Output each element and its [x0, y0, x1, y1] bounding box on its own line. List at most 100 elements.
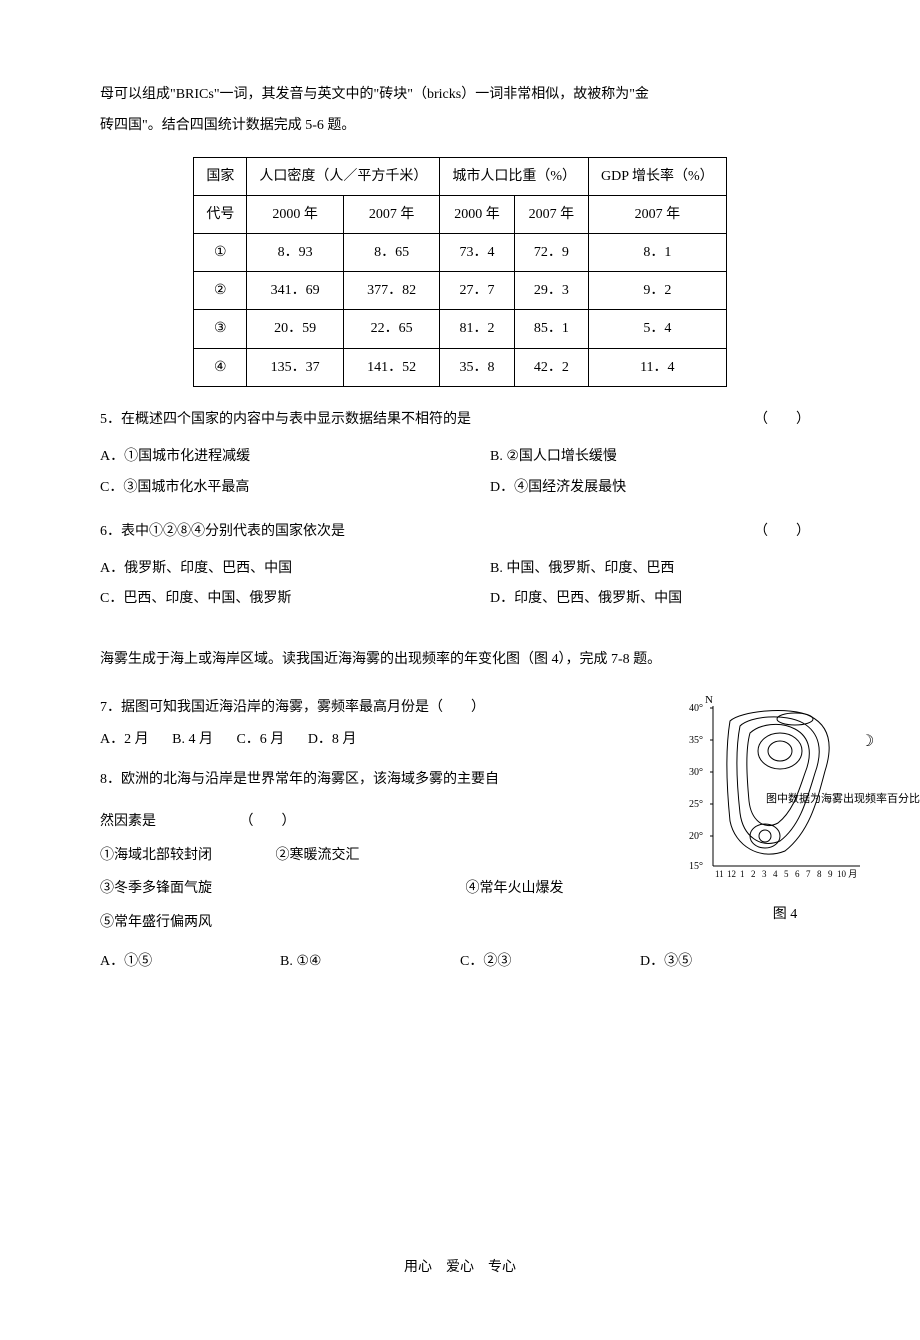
q6-paren: （ ） — [754, 519, 810, 544]
q8-item3: ③冬季多锋面气旋 — [100, 872, 212, 906]
q8-options: A．①⑤ B. ①④ C．②③ D．③⑤ — [100, 949, 820, 974]
intro-line2: 砖四国"。结合四国统计数据完成 5-6 题。 — [100, 118, 355, 133]
svg-text:2: 2 — [751, 869, 756, 879]
cell-code: ③ — [194, 310, 247, 348]
svg-text:4: 4 — [773, 869, 778, 879]
moon-icon: ☽ — [860, 733, 874, 750]
q8-item1: ①海域北部较封闭 — [100, 839, 212, 873]
q5-opt-d: D．④国经济发展最快 — [460, 473, 820, 504]
cell: 27．7 — [440, 272, 514, 310]
q7-opt-c: C．6 月 — [236, 725, 284, 756]
th-u2000: 2000 年 — [440, 195, 514, 233]
svg-text:7: 7 — [806, 869, 811, 879]
q8-paren: （ ） — [240, 814, 296, 829]
q8-opt-a: A．①⑤ — [100, 949, 280, 974]
svg-text:30°: 30° — [689, 767, 703, 778]
th-density: 人口密度（人／平方千米） — [247, 157, 440, 195]
figure-note: 图中数据为海雾出现频率百分比 — [766, 791, 920, 808]
q8-text2: 然因素是 — [100, 814, 156, 829]
cell: 8．65 — [343, 233, 440, 271]
cell: 72．9 — [514, 233, 588, 271]
cell: 11．4 — [589, 348, 727, 386]
svg-text:6: 6 — [795, 869, 800, 879]
cell: 141．52 — [343, 348, 440, 386]
th-d2007: 2007 年 — [343, 195, 440, 233]
q7-text: 7．据图可知我国近海沿岸的海雾，雾频率最高月份是（ ） — [100, 700, 485, 715]
q8-opt-d: D．③⑤ — [640, 949, 820, 974]
q8-item2: ②寒暖流交汇 — [276, 839, 360, 873]
q8-item5: ⑤常年盛行偏两风 — [100, 906, 212, 940]
cell: 73．4 — [440, 233, 514, 271]
cell: 9．2 — [589, 272, 727, 310]
figure-caption: 图 4 — [680, 902, 890, 927]
intro-line1: 母可以组成"BRICs"一词，其发音与英文中的"砖块"（bricks）一词非常相… — [100, 87, 649, 102]
q6-opt-d: D．印度、巴西、俄罗斯、中国 — [460, 584, 820, 615]
svg-text:9: 9 — [828, 869, 833, 879]
svg-text:1: 1 — [740, 869, 745, 879]
svg-text:25°: 25° — [689, 799, 703, 810]
cell: 8．1 — [589, 233, 727, 271]
table-row: ① 8．93 8．65 73．4 72．9 8．1 — [194, 233, 726, 271]
q5-opt-c: C．③国城市化水平最高 — [100, 473, 460, 504]
q5-row: 5．在概述四个国家的内容中与表中显示数据结果不相符的是 （ ） — [100, 407, 820, 432]
q6-opt-a: A．俄罗斯、印度、巴西、中国 — [100, 554, 460, 585]
table-row: ④ 135．37 141．52 35．8 42．2 11．4 — [194, 348, 726, 386]
cell: 377．82 — [343, 272, 440, 310]
q7-opt-d: D．8 月 — [308, 725, 357, 756]
th-u2007: 2007 年 — [514, 195, 588, 233]
q8-item4: ④常年火山爆发 — [466, 872, 564, 906]
svg-text:8: 8 — [817, 869, 822, 879]
section2-text: 海雾生成于海上或海岸区域。读我国近海海雾的出现频率的年变化图（图 4），完成 7… — [100, 645, 820, 676]
svg-text:5: 5 — [784, 869, 789, 879]
svg-text:40°: 40° — [689, 703, 703, 714]
th-code2: 代号 — [194, 195, 247, 233]
q5-paren: （ ） — [754, 407, 810, 432]
cell: 29．3 — [514, 272, 588, 310]
cell: 135．37 — [247, 348, 344, 386]
cell: 22．65 — [343, 310, 440, 348]
th-g2007: 2007 年 — [589, 195, 727, 233]
q5-options: A．①国城市化进程减缓 B. ②国人口增长缓慢 C．③国城市化水平最高 D．④国… — [100, 442, 820, 504]
q5-opt-b: B. ②国人口增长缓慢 — [460, 442, 820, 473]
th-d2000: 2000 年 — [247, 195, 344, 233]
cell: 8．93 — [247, 233, 344, 271]
svg-text:35°: 35° — [689, 735, 703, 746]
q8-opt-c: C．②③ — [460, 949, 640, 974]
svg-text:3: 3 — [762, 869, 767, 879]
th-code: 国家 — [194, 157, 247, 195]
svg-text:15°: 15° — [689, 861, 703, 872]
q6-row: 6．表中①②⑧④分别代表的国家依次是 （ ） — [100, 519, 820, 544]
th-gdp: GDP 增长率（%） — [589, 157, 727, 195]
cell: 81．2 — [440, 310, 514, 348]
q5-text: 5．在概述四个国家的内容中与表中显示数据结果不相符的是 — [100, 407, 754, 432]
cell: 20．59 — [247, 310, 344, 348]
cell: 341．69 — [247, 272, 344, 310]
table-row: ② 341．69 377．82 27．7 29．3 9．2 — [194, 272, 726, 310]
q6-text: 6．表中①②⑧④分别代表的国家依次是 — [100, 519, 754, 544]
cell: 35．8 — [440, 348, 514, 386]
q8-opt-b: B. ①④ — [280, 949, 460, 974]
q7-opt-a: A．2 月 — [100, 725, 149, 756]
q7-q8-container: 7．据图可知我国近海沿岸的海雾，雾频率最高月份是（ ） A．2 月 B. 4 月… — [100, 691, 820, 939]
table-row: ③ 20．59 22．65 81．2 85．1 5．4 — [194, 310, 726, 348]
figure-4: N 40° 35° 30° 25° 20° 15° — [680, 691, 890, 927]
n-label: N — [705, 694, 713, 706]
cell-code: ① — [194, 233, 247, 271]
page-footer: 用心 爱心 专心 — [100, 1255, 820, 1280]
svg-text:10 月: 10 月 — [837, 869, 857, 879]
q7-opt-b: B. 4 月 — [172, 725, 213, 756]
svg-text:11: 11 — [715, 869, 724, 879]
cell-code: ② — [194, 272, 247, 310]
svg-text:12: 12 — [727, 869, 736, 879]
cell-code: ④ — [194, 348, 247, 386]
cell: 42．2 — [514, 348, 588, 386]
cell: 5．4 — [589, 310, 727, 348]
th-urban: 城市人口比重（%） — [440, 157, 589, 195]
q6-options: A．俄罗斯、印度、巴西、中国 B. 中国、俄罗斯、印度、巴西 C．巴西、印度、中… — [100, 554, 820, 616]
q5-opt-a: A．①国城市化进程减缓 — [100, 442, 460, 473]
svg-text:20°: 20° — [689, 831, 703, 842]
brics-table: 国家 人口密度（人／平方千米） 城市人口比重（%） GDP 增长率（%） 代号 … — [193, 157, 726, 387]
cell: 85．1 — [514, 310, 588, 348]
q6-opt-b: B. 中国、俄罗斯、印度、巴西 — [460, 554, 820, 585]
intro-paragraph: 母可以组成"BRICs"一词，其发音与英文中的"砖块"（bricks）一词非常相… — [100, 80, 820, 142]
